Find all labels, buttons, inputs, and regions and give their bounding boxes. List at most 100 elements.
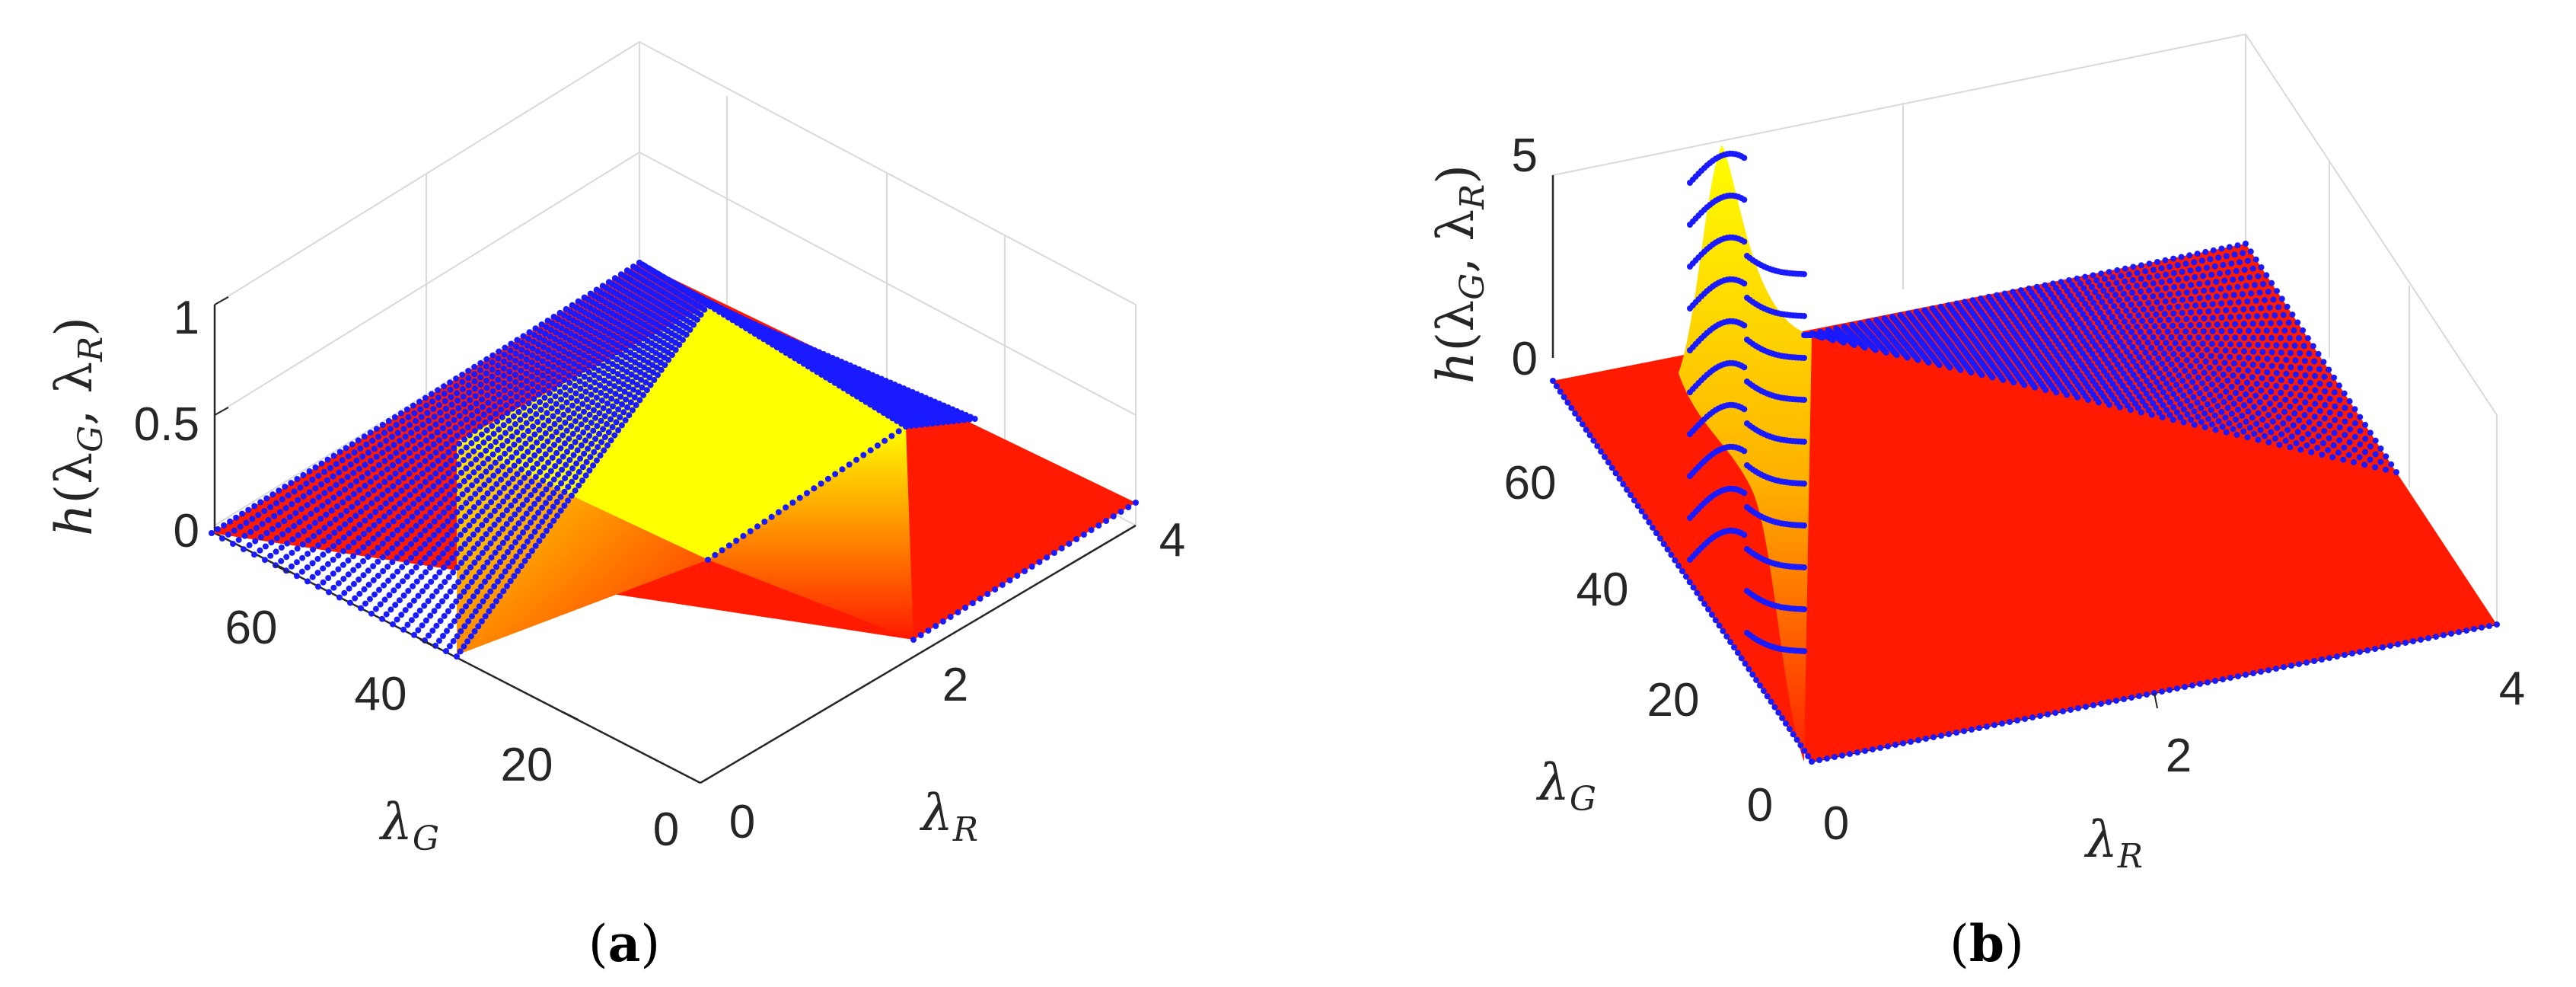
mesh-point	[338, 512, 344, 519]
mesh-point	[2115, 324, 2122, 331]
mesh-point	[2224, 404, 2231, 411]
mesh-point	[2199, 340, 2206, 347]
mesh-point	[591, 372, 598, 379]
mesh-point	[435, 387, 442, 394]
panel-b-xticks: 0 20 40 60	[1504, 457, 1774, 832]
mesh-point	[541, 337, 547, 343]
mesh-point	[1801, 648, 1807, 654]
mesh-point	[2372, 464, 2379, 471]
mesh-point	[581, 450, 588, 457]
mesh-point	[1616, 475, 1623, 482]
mesh-point	[2372, 451, 2379, 458]
mesh-point	[2065, 316, 2072, 323]
mesh-point	[2119, 382, 2126, 389]
mesh-point	[355, 465, 362, 472]
mesh-point	[484, 490, 491, 497]
mesh-point	[2303, 442, 2310, 449]
mesh-point	[1978, 372, 1985, 379]
mesh-point	[2276, 320, 2283, 327]
mesh-point	[259, 521, 266, 528]
mesh-point	[496, 391, 502, 398]
mesh-point	[2064, 288, 2071, 295]
mesh-point	[2234, 242, 2241, 249]
mesh-point	[2307, 393, 2313, 400]
mesh-point	[592, 414, 599, 421]
mesh-point	[662, 276, 669, 283]
mesh-point	[579, 464, 586, 471]
mesh-point	[1885, 743, 1891, 749]
mesh-point	[1660, 541, 1667, 548]
mesh-point	[556, 388, 563, 395]
mesh-point	[2130, 372, 2137, 379]
mesh-point	[2209, 301, 2216, 308]
mesh-point	[489, 359, 496, 366]
mesh-point	[2189, 379, 2196, 385]
mesh-point	[1779, 714, 1786, 721]
mesh-point	[618, 359, 625, 366]
mesh-point	[2310, 343, 2316, 350]
mesh-point	[1014, 573, 1021, 579]
mesh-point	[2113, 334, 2120, 340]
mesh-point	[2095, 359, 2102, 366]
mesh-point	[515, 567, 521, 574]
mesh-point	[406, 492, 413, 498]
mesh-point	[426, 632, 432, 639]
mesh-point	[2357, 427, 2364, 434]
mesh-point	[2087, 295, 2093, 302]
mesh-point	[480, 460, 486, 467]
mesh-point	[2204, 264, 2210, 271]
mesh-point	[496, 503, 502, 509]
mesh-point	[456, 440, 463, 447]
mesh-point	[524, 449, 531, 455]
mesh-point	[591, 343, 598, 350]
mesh-point	[564, 321, 571, 327]
mesh-point	[2101, 276, 2108, 283]
mesh-point	[470, 469, 477, 476]
mesh-point	[376, 518, 383, 524]
mesh-point	[438, 417, 445, 423]
mesh-point	[396, 597, 403, 604]
mesh-point	[347, 462, 354, 468]
mesh-point	[2137, 368, 2144, 375]
mesh-point	[2212, 426, 2219, 433]
mesh-point	[789, 500, 796, 506]
mesh-point	[497, 455, 503, 462]
mesh-point	[487, 588, 494, 595]
mesh-point	[2235, 673, 2241, 679]
mesh-point	[330, 557, 336, 563]
mesh-point	[2170, 270, 2177, 276]
mesh-point	[628, 371, 635, 378]
mesh-point	[2077, 320, 2083, 327]
mesh-point	[553, 322, 560, 329]
mesh-point	[2179, 351, 2186, 358]
mesh-point	[2249, 361, 2256, 368]
mesh-point	[429, 628, 436, 634]
mesh-point	[540, 344, 547, 350]
mesh-point	[540, 422, 547, 429]
mesh-point	[2222, 414, 2229, 421]
mesh-point	[451, 618, 457, 624]
mesh-point	[2135, 312, 2142, 319]
mesh-point	[465, 618, 472, 624]
mesh-point	[2388, 461, 2395, 468]
mesh-point	[528, 415, 534, 422]
mesh-point	[279, 531, 286, 538]
mesh-point	[2418, 637, 2424, 643]
mesh-point	[518, 347, 525, 353]
mesh-point	[614, 349, 620, 356]
mesh-point	[2471, 626, 2477, 632]
mesh-point	[478, 431, 485, 438]
mesh-point	[2211, 263, 2218, 270]
mesh-point	[601, 377, 607, 384]
mesh-point	[2195, 334, 2202, 341]
mesh-point	[398, 612, 405, 618]
mesh-point	[457, 593, 464, 600]
mesh-point	[420, 492, 427, 498]
mesh-point	[464, 487, 470, 494]
mesh-point	[824, 475, 831, 482]
mesh-point	[619, 366, 626, 372]
mesh-point	[302, 515, 309, 522]
mesh-point	[566, 457, 573, 463]
mesh-point	[2425, 635, 2431, 641]
mesh-point	[2174, 262, 2181, 269]
